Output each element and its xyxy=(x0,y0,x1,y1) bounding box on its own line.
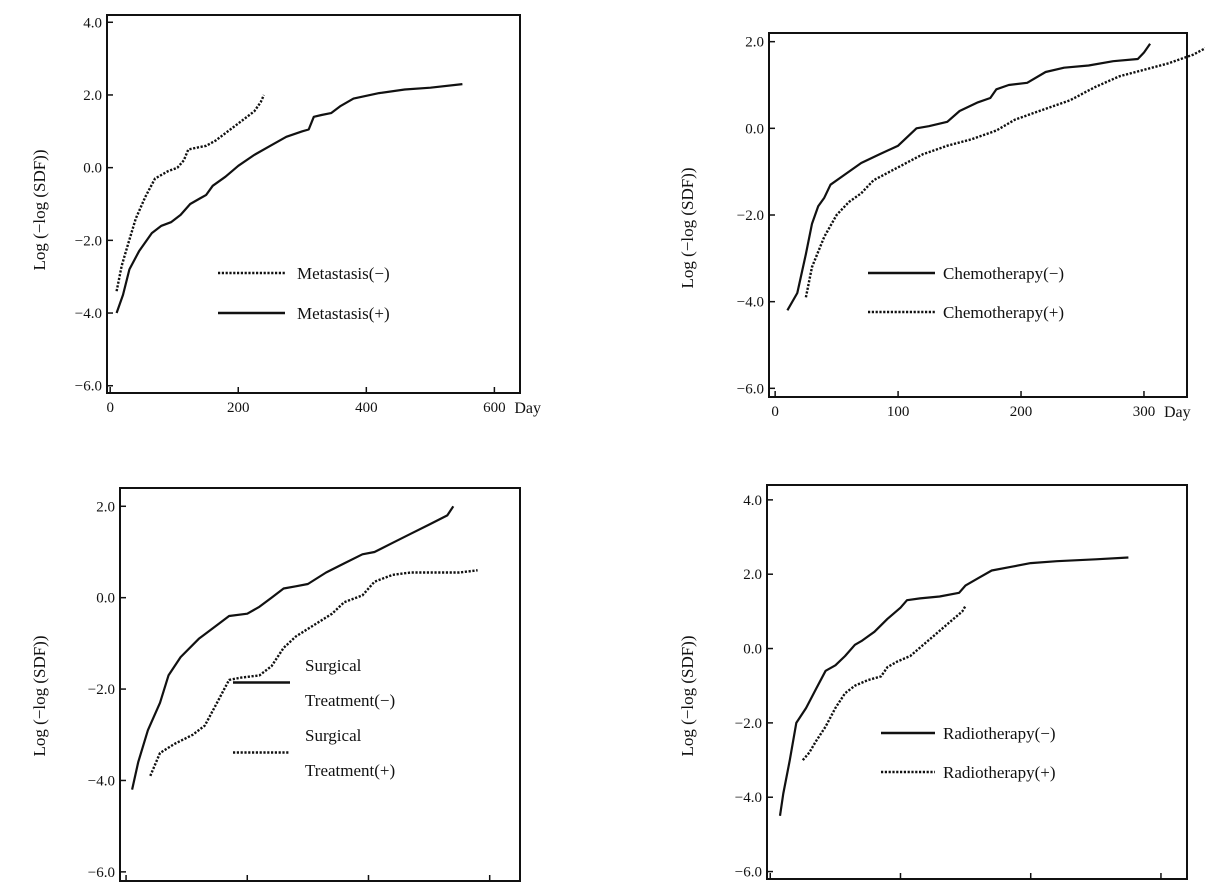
y-tick-label: 2.0 xyxy=(745,35,764,51)
chart-panel-1: 4.0 2.0 0.0 −2.0 −4.0 −6.00 200 400 600 Day Log (−… xyxy=(30,14,541,417)
plot-frame xyxy=(768,32,1188,398)
y-tick-label: −4.0 xyxy=(737,295,764,311)
y-tick-label: −4.0 xyxy=(735,790,762,806)
y-tick-label: −6.0 xyxy=(75,379,102,395)
y-tick-label: 2.0 xyxy=(743,567,762,583)
series-line-solid xyxy=(115,83,463,314)
y-tick-label: −6.0 xyxy=(88,865,115,881)
series-line-solid xyxy=(778,556,1129,816)
legend-label: Metastasis(−) xyxy=(297,264,390,283)
y-tick-label: −2.0 xyxy=(737,208,764,224)
y-tick-label: −6.0 xyxy=(735,865,762,881)
y-axis-label: Log (−log (SDF)) xyxy=(30,635,49,756)
plot-frame xyxy=(119,487,521,882)
series-line-solid xyxy=(131,505,455,790)
x-tick-label: 0 xyxy=(771,404,779,420)
x-tick-label: 100 xyxy=(887,404,910,420)
y-axis-label: Log (−log (SDF)) xyxy=(30,149,49,270)
legend-label: Radiotherapy(+) xyxy=(943,763,1056,782)
x-axis-label: Day xyxy=(1183,886,1205,888)
legend-label: Chemotherapy(+) xyxy=(943,303,1064,322)
series-line-dotted xyxy=(149,569,478,777)
legend-label: Radiotherapy(−) xyxy=(943,724,1056,743)
x-tick-label: 200 xyxy=(227,400,250,416)
chart-panel-2: 2.0 0.0 −2.0 −4.0 −6.0 0 100 200 300 Day Log (−log… xyxy=(678,32,1205,421)
legend-label: Metastasis(+) xyxy=(297,304,390,323)
legend-label: Surgical Treatment(−) xyxy=(305,656,395,710)
y-tick-label: −2.0 xyxy=(75,233,102,249)
y-tick-label: 2.0 xyxy=(96,499,115,515)
y-tick-label: 2.0 xyxy=(83,88,102,104)
series-line-dotted xyxy=(804,47,1205,298)
y-axis-label: Log (−log (SDF)) xyxy=(678,167,697,288)
x-tick-label: 200 xyxy=(889,886,912,888)
x-axis-label: Day xyxy=(514,400,541,417)
series-line-dotted xyxy=(115,94,265,292)
y-tick-label: −2.0 xyxy=(88,682,115,698)
y-tick-label: 0.0 xyxy=(83,161,102,177)
y-axis-label: Log (−log (SDF)) xyxy=(678,635,697,756)
x-tick-label: 400 xyxy=(1019,886,1042,888)
y-tick-label: −2.0 xyxy=(735,716,762,732)
x-tick-label: 200 xyxy=(1010,404,1033,420)
series-line-dotted xyxy=(801,605,967,761)
y-tick-label: 0.0 xyxy=(743,642,762,658)
y-tick-label: −4.0 xyxy=(88,773,115,789)
y-tick-label: −4.0 xyxy=(75,306,102,322)
x-tick-label: 0 xyxy=(767,886,775,888)
x-tick-label: 0 xyxy=(106,400,114,416)
x-tick-label: 600 xyxy=(483,400,506,416)
series-line-solid xyxy=(786,43,1152,311)
legend-label: Chemotherapy(−) xyxy=(943,264,1064,283)
x-tick-label: 400 xyxy=(355,400,378,416)
y-tick-label: 0.0 xyxy=(96,591,115,607)
y-tick-label: 0.0 xyxy=(745,121,764,137)
x-tick-label: 600 xyxy=(1150,886,1173,888)
legend-label: Surgical Treatment(+) xyxy=(305,726,395,780)
y-tick-label: 4.0 xyxy=(743,493,762,509)
y-tick-label: 4.0 xyxy=(83,15,102,31)
plot-frame xyxy=(106,14,521,394)
plot-frame xyxy=(766,484,1188,880)
y-tick-label: −6.0 xyxy=(737,381,764,397)
chart-panel-4: 4.0 2.0 0.0 −2.0 −4.0 −6.0 0 200 400 600 Day Log (−… xyxy=(678,484,1205,888)
x-axis-label: Day xyxy=(1164,404,1191,421)
x-tick-label: 300 xyxy=(1133,404,1156,420)
